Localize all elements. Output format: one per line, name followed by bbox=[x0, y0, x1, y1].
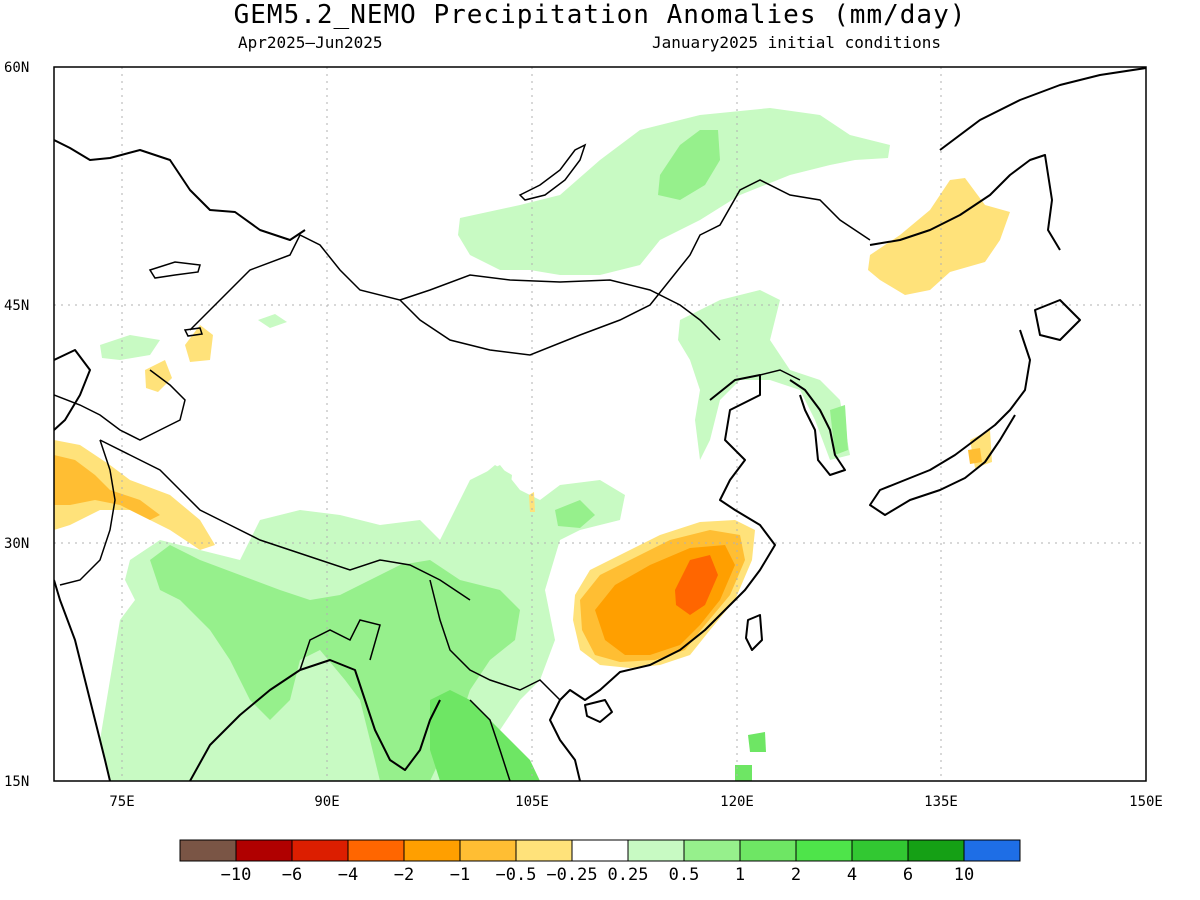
lake-issyk-kul bbox=[183, 327, 203, 337]
green-small-1 bbox=[258, 314, 287, 328]
coast-taiwan bbox=[745, 614, 763, 651]
lake-balkhash bbox=[148, 261, 201, 279]
colorbar-tick-label: −6 bbox=[282, 865, 302, 885]
colorbar-swatch bbox=[347, 839, 405, 862]
colorbar-tick-label: −2 bbox=[394, 865, 414, 885]
green-philippines bbox=[735, 765, 752, 781]
borders bbox=[54, 179, 871, 781]
map-title: GEM5.2_NEMO Precipitation Anomalies (mm/… bbox=[233, 0, 967, 30]
border-russia-china-west bbox=[189, 179, 871, 356]
coast-korea bbox=[789, 379, 846, 476]
colorbar-swatch bbox=[907, 839, 965, 862]
coast-japan bbox=[869, 329, 1031, 516]
colorbar-swatch bbox=[683, 839, 741, 862]
coast-china-east bbox=[559, 374, 776, 701]
green-ne-china bbox=[678, 290, 850, 460]
green-korea bbox=[830, 405, 848, 455]
coastlines bbox=[54, 67, 1146, 781]
coast-hainan bbox=[584, 699, 613, 723]
lat-label-30n: 30N bbox=[4, 536, 29, 552]
latitude-labels: 60N 45N 30N 15N bbox=[4, 60, 29, 790]
longitude-labels: 75E 90E 105E 120E 135E 150E bbox=[109, 794, 1163, 810]
border-mongolia-south bbox=[399, 274, 721, 341]
lat-label-15n: 15N bbox=[4, 774, 29, 790]
colorbar-swatch bbox=[851, 839, 909, 862]
colorbar-tick-label: −10 bbox=[221, 865, 252, 885]
orange-pakistan bbox=[54, 455, 160, 520]
coast-hokkaido bbox=[1034, 299, 1081, 341]
colorbar-tick-label: 6 bbox=[903, 865, 913, 885]
lon-label-120e: 120E bbox=[720, 794, 754, 810]
colorbar-swatch bbox=[459, 839, 517, 862]
green-tibet-core bbox=[555, 500, 595, 528]
colorbar-tick-label: 2 bbox=[791, 865, 801, 885]
colorbar-tick-label: 0.25 bbox=[608, 865, 649, 885]
colorbar-tick-label: 0.5 bbox=[669, 865, 700, 885]
lat-label-45n: 45N bbox=[4, 298, 29, 314]
colorbar-swatch bbox=[627, 839, 685, 862]
green-core-mongolia bbox=[658, 130, 720, 200]
colorbar-tick-label: 4 bbox=[847, 865, 857, 885]
green-myanmar bbox=[430, 690, 540, 781]
lon-label-75e: 75E bbox=[109, 794, 134, 810]
lon-label-150e: 150E bbox=[1129, 794, 1163, 810]
dark-orange-core bbox=[675, 555, 718, 615]
colorbar-swatch bbox=[795, 839, 853, 862]
colorbar-tick-label: −1 bbox=[450, 865, 470, 885]
colorbar-tick-label: 1 bbox=[735, 865, 745, 885]
lon-label-105e: 105E bbox=[515, 794, 549, 810]
lon-label-135e: 135E bbox=[924, 794, 958, 810]
coast-arctic-russia bbox=[54, 139, 306, 241]
colorbar-swatch bbox=[571, 839, 629, 862]
green-tibet bbox=[465, 465, 512, 525]
lakes bbox=[148, 143, 587, 337]
colorbar-tick-label: −4 bbox=[338, 865, 358, 885]
coast-india-west bbox=[54, 579, 111, 781]
coast-vietnam bbox=[549, 699, 581, 781]
colorbar-swatch bbox=[179, 839, 237, 862]
coast-okhotsk-sakhalin bbox=[869, 154, 1061, 251]
yellow-central-asia-2 bbox=[185, 325, 213, 362]
lon-label-90e: 90E bbox=[314, 794, 339, 810]
green-central-asia bbox=[100, 335, 160, 360]
colorbar-swatch bbox=[403, 839, 461, 862]
yellow-pakistan bbox=[54, 440, 215, 550]
border-korea-china bbox=[759, 369, 801, 381]
border-india-pakistan bbox=[59, 439, 116, 586]
colorbar-tick-label: 10 bbox=[954, 865, 974, 885]
colorbar-tick-label: −0.25 bbox=[546, 865, 597, 885]
yellow-manchuria bbox=[868, 178, 1010, 295]
lake-baikal bbox=[518, 143, 587, 201]
coast-caspian bbox=[54, 349, 91, 431]
border-himalaya bbox=[99, 439, 471, 601]
grid-lines bbox=[54, 67, 1146, 781]
colorbar-swatch bbox=[739, 839, 797, 862]
colorbar-tick-label: −0.5 bbox=[496, 865, 537, 885]
border-central-asia bbox=[54, 369, 186, 441]
border-se-asia bbox=[469, 699, 511, 781]
orange-japan bbox=[968, 448, 982, 464]
map-frame bbox=[53, 66, 1147, 782]
border-bangladesh bbox=[299, 619, 381, 671]
season-label: Apr2025–Jun2025 bbox=[238, 33, 383, 52]
lat-label-60n: 60N bbox=[4, 60, 29, 76]
coast-kamchatka bbox=[939, 67, 1146, 151]
anomaly-shading bbox=[54, 108, 1010, 781]
coast-bay-of-bengal bbox=[189, 659, 441, 781]
colorbar-swatch bbox=[235, 839, 293, 862]
colorbar-swatch bbox=[515, 839, 573, 862]
green-taiwan bbox=[748, 732, 766, 752]
colorbar: −10 −6 −4 −2 −1 −0.5 −0.25 0.25 0.5 1 2 4 6 10 bbox=[179, 839, 1021, 885]
initial-conditions-label: January2025 initial conditions bbox=[652, 33, 941, 52]
border-myanmar-china bbox=[429, 579, 561, 701]
colorbar-swatch bbox=[291, 839, 349, 862]
colorbar-swatch bbox=[963, 839, 1021, 862]
